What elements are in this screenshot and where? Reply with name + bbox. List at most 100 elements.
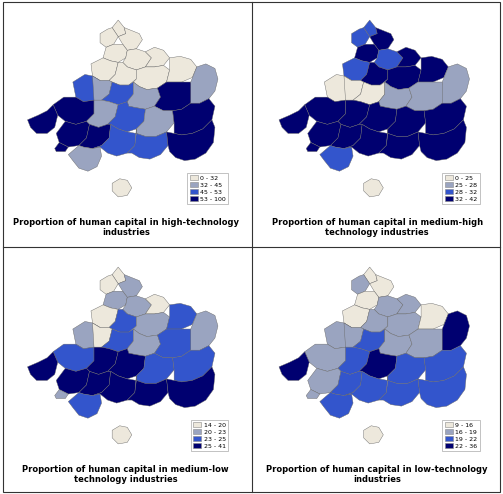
Polygon shape <box>118 28 142 50</box>
Polygon shape <box>112 20 126 37</box>
Polygon shape <box>93 76 112 100</box>
Polygon shape <box>91 58 118 81</box>
Polygon shape <box>279 105 309 133</box>
Polygon shape <box>397 294 421 314</box>
Polygon shape <box>100 275 118 294</box>
Polygon shape <box>359 102 397 132</box>
Polygon shape <box>93 323 112 347</box>
Polygon shape <box>108 349 145 379</box>
Polygon shape <box>108 102 145 132</box>
Polygon shape <box>100 28 118 47</box>
Polygon shape <box>145 294 170 314</box>
Polygon shape <box>28 352 58 380</box>
Polygon shape <box>442 64 469 103</box>
Polygon shape <box>136 106 174 136</box>
Polygon shape <box>305 97 346 124</box>
Polygon shape <box>154 82 194 111</box>
Polygon shape <box>127 329 160 356</box>
Polygon shape <box>305 344 346 371</box>
Polygon shape <box>355 44 379 62</box>
Polygon shape <box>133 65 170 89</box>
Polygon shape <box>308 122 341 147</box>
Polygon shape <box>145 47 170 67</box>
Polygon shape <box>68 393 102 418</box>
Polygon shape <box>379 329 412 356</box>
Polygon shape <box>93 124 136 156</box>
Polygon shape <box>352 28 370 47</box>
Polygon shape <box>191 64 218 103</box>
Polygon shape <box>364 179 383 197</box>
Polygon shape <box>353 82 385 105</box>
Polygon shape <box>87 100 118 127</box>
Polygon shape <box>353 329 385 352</box>
Polygon shape <box>79 124 111 149</box>
Polygon shape <box>73 322 100 349</box>
Polygon shape <box>28 105 58 133</box>
Polygon shape <box>112 426 132 444</box>
Polygon shape <box>364 20 377 37</box>
Polygon shape <box>370 28 394 50</box>
Polygon shape <box>127 132 168 159</box>
Polygon shape <box>370 275 394 297</box>
Polygon shape <box>166 303 197 329</box>
Polygon shape <box>112 179 132 197</box>
Polygon shape <box>73 75 100 102</box>
Polygon shape <box>136 353 174 383</box>
Polygon shape <box>56 369 90 394</box>
Polygon shape <box>379 132 420 159</box>
Polygon shape <box>424 99 466 135</box>
Polygon shape <box>374 49 403 70</box>
Polygon shape <box>308 369 341 394</box>
Polygon shape <box>154 329 194 358</box>
Polygon shape <box>102 82 133 105</box>
Polygon shape <box>320 146 353 171</box>
Polygon shape <box>93 371 136 403</box>
Polygon shape <box>364 426 383 444</box>
Polygon shape <box>344 323 364 347</box>
Polygon shape <box>55 142 68 152</box>
Polygon shape <box>109 62 136 85</box>
Polygon shape <box>166 367 215 408</box>
Polygon shape <box>173 99 215 135</box>
Polygon shape <box>418 56 448 82</box>
Polygon shape <box>359 349 397 379</box>
Polygon shape <box>418 367 466 408</box>
Polygon shape <box>388 106 426 136</box>
Polygon shape <box>53 97 94 124</box>
Polygon shape <box>112 267 126 284</box>
Polygon shape <box>343 58 370 81</box>
Polygon shape <box>364 267 377 284</box>
Polygon shape <box>406 82 445 111</box>
Polygon shape <box>109 309 136 332</box>
Polygon shape <box>418 303 448 329</box>
Polygon shape <box>127 82 160 109</box>
Polygon shape <box>379 379 420 406</box>
Polygon shape <box>91 305 118 328</box>
Legend: 9 - 16, 16 - 19, 19 - 22, 22 - 36: 9 - 16, 16 - 19, 19 - 22, 22 - 36 <box>442 419 480 452</box>
Polygon shape <box>324 322 352 349</box>
Polygon shape <box>55 389 68 399</box>
Polygon shape <box>361 309 388 332</box>
Polygon shape <box>385 65 421 89</box>
Legend: 0 - 25, 25 - 28, 28 - 32, 32 - 42: 0 - 25, 25 - 28, 28 - 32, 32 - 42 <box>442 172 480 205</box>
Polygon shape <box>68 146 102 171</box>
Polygon shape <box>406 329 445 358</box>
Polygon shape <box>56 122 90 147</box>
Polygon shape <box>424 346 466 382</box>
Polygon shape <box>344 124 388 156</box>
Polygon shape <box>338 100 370 127</box>
Text: Proportion of human capital in medium-high
technology industries: Proportion of human capital in medium-hi… <box>272 217 483 237</box>
Polygon shape <box>343 305 370 328</box>
Polygon shape <box>388 353 426 383</box>
Polygon shape <box>352 275 370 294</box>
Polygon shape <box>166 120 215 161</box>
Polygon shape <box>320 393 353 418</box>
Polygon shape <box>123 49 151 70</box>
Polygon shape <box>418 120 466 161</box>
Polygon shape <box>87 347 118 374</box>
Polygon shape <box>173 346 215 382</box>
Polygon shape <box>306 142 320 152</box>
Polygon shape <box>306 389 320 399</box>
Polygon shape <box>127 379 168 406</box>
Polygon shape <box>133 312 170 336</box>
